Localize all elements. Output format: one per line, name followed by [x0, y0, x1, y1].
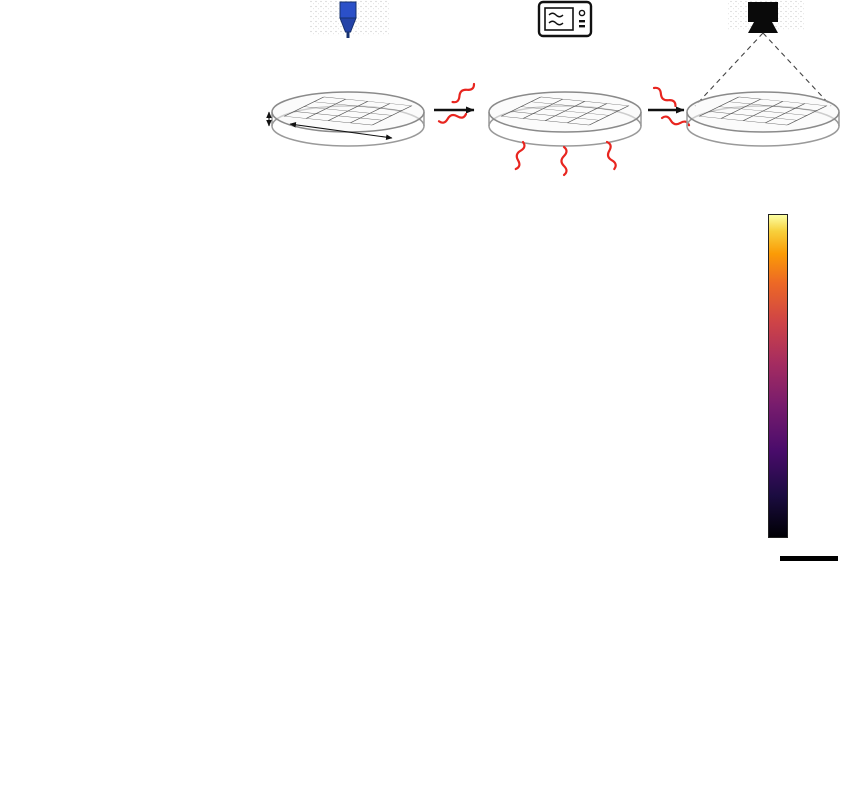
ir-camera-icon: [748, 2, 778, 33]
imaging-step: [686, 0, 840, 147]
curing-step: [437, 0, 691, 177]
zeta-potential-chart: [4, 2, 304, 152]
petri-dish: [271, 91, 425, 147]
scale-bar: [780, 554, 838, 561]
petri-dish: [686, 91, 840, 147]
colorbar-gradient: [768, 214, 788, 538]
process-schematic: [266, 0, 840, 177]
thermal-panel: [240, 192, 842, 592]
camera-sightline: [694, 32, 764, 107]
temperature-bar-chart: [246, 588, 546, 738]
colorbar: [768, 214, 842, 544]
width-dimension: [289, 122, 393, 140]
camera-sightline: [762, 32, 832, 107]
modulus-stress-chart: [4, 372, 304, 522]
print-nozzle-icon: [339, 1, 357, 38]
microwave-icon: [537, 0, 593, 38]
printing-step: [266, 0, 425, 147]
scale-bar-line: [780, 556, 838, 561]
petri-dish: [488, 91, 642, 147]
viscosity-shear-chart: [4, 184, 304, 334]
